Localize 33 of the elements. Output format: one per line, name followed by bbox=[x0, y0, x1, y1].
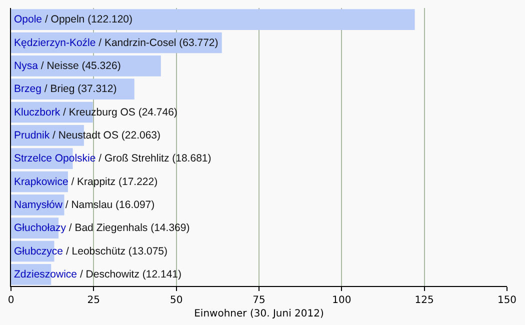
data-label: / Leobschütz (13.075) bbox=[66, 245, 168, 258]
y-tick-label: Głuchołazy bbox=[14, 222, 67, 234]
data-label: / Kandrzin-Cosel (63.772) bbox=[98, 36, 218, 49]
x-tick-label: 125 bbox=[414, 295, 434, 306]
data-label: / Deschowitz (12.141) bbox=[80, 268, 182, 280]
y-tick-label: Krapkowice bbox=[14, 176, 68, 188]
y-tick-label: Zdzieszowice bbox=[14, 268, 78, 280]
data-label: / Bad Ziegenhals (14.369) bbox=[68, 222, 190, 234]
y-tick-label: Kędzierzyn-Koźle bbox=[14, 36, 96, 49]
bar bbox=[11, 9, 415, 30]
data-label: / Oppeln (122.120) bbox=[44, 14, 133, 26]
x-axis-title: Einwohner (30. Juni 2012) bbox=[194, 308, 324, 320]
data-label: / Neustadt OS (22.063) bbox=[52, 129, 161, 142]
y-tick-label: Opole bbox=[14, 14, 42, 26]
x-tick-label: 150 bbox=[497, 295, 517, 306]
data-label: / Namslau (16.097) bbox=[65, 198, 155, 211]
y-tick-label: Brzeg bbox=[14, 83, 42, 96]
data-label: / Krappitz (17.222) bbox=[71, 176, 158, 188]
y-tick-label: Namysłów bbox=[14, 198, 63, 211]
x-tick-label: 75 bbox=[252, 295, 266, 306]
data-label: / Groß Strehlitz (18.681) bbox=[98, 152, 212, 165]
data-label: / Neisse (45.326) bbox=[40, 60, 121, 72]
y-tick-label: Prudnik bbox=[14, 129, 50, 142]
y-tick-label: Nysa bbox=[14, 60, 38, 72]
y-tick-label: Głubczyce bbox=[14, 245, 64, 258]
x-tick-label: 25 bbox=[87, 295, 100, 306]
data-label: / Brieg (37.312) bbox=[44, 83, 117, 96]
x-tick-label: 50 bbox=[170, 295, 183, 306]
y-tick-label: Kluczbork bbox=[14, 106, 61, 118]
data-label: / Kreuzburg OS (24.746) bbox=[63, 106, 178, 118]
x-tick-label: 0 bbox=[8, 295, 14, 306]
x-tick-label: 100 bbox=[332, 295, 352, 306]
y-tick-label: Strzelce Opolskie bbox=[14, 152, 96, 165]
